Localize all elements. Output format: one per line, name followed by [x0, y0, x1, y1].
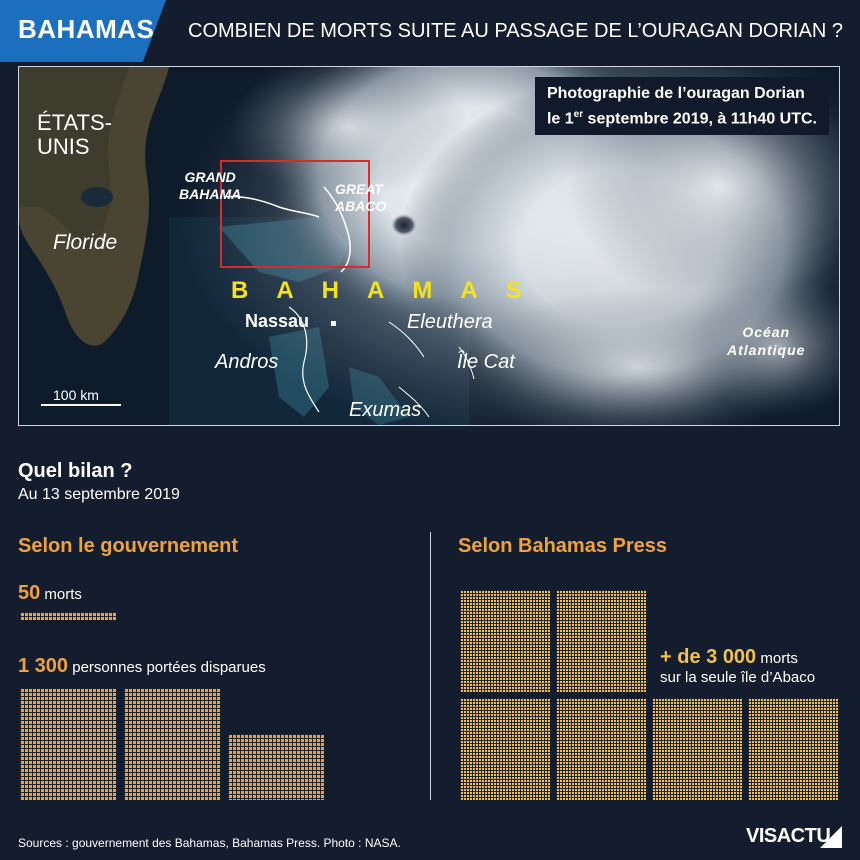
- summary-date: Au 13 septembre 2019: [18, 486, 180, 503]
- label-great-abaco: GREAT ABACO: [335, 181, 387, 214]
- photo-caption-line1: Photographie de l’ouragan Dorian: [546, 85, 805, 102]
- summary-title: Quel bilan ?: [18, 460, 133, 482]
- label-united-states: ÉTATS- UNIS: [37, 110, 112, 159]
- government-deaths-value: 50: [18, 582, 41, 604]
- press-deaths-icons-block-3: [460, 698, 550, 800]
- satellite-map: Photographie de l’ouragan Dorian le 1er …: [18, 66, 840, 426]
- government-missing-icons-block-2: [124, 688, 220, 800]
- zoom-rectangle: [220, 160, 370, 268]
- press-deaths-icons-block-1: [460, 590, 550, 692]
- government-missing: 1 300 personnes portées disparues: [18, 655, 266, 678]
- government-deaths: 50 morts: [18, 582, 82, 605]
- government-missing-label: personnes portées disparues: [72, 659, 266, 676]
- label-exumas: Exumas: [349, 399, 422, 421]
- government-missing-value: 1 300: [18, 655, 69, 677]
- government-heading: Selon le gouvernement: [18, 535, 239, 557]
- government-missing-icons-block-1: [20, 688, 116, 800]
- label-atlantic-ocean: Océan Atlantique: [727, 324, 806, 358]
- press-heading: Selon Bahamas Press: [458, 535, 667, 557]
- label-bahamas: BAHAMAS: [231, 277, 550, 304]
- press-deaths: + de 3 000 morts: [660, 646, 798, 669]
- government-missing-icons-block-3: [228, 734, 324, 800]
- photo-caption-line2: le 1er septembre 2019, à 11h40 UTC.: [546, 109, 817, 128]
- sources-line: Sources : gouvernement des Bahamas, Baha…: [18, 836, 401, 850]
- scale-bar: [41, 404, 121, 406]
- visactu-logo: VISACTU: [746, 825, 831, 847]
- nassau-marker: [331, 321, 336, 326]
- headline: COMBIEN DE MORTS SUITE AU PASSAGE DE L’O…: [188, 20, 843, 42]
- label-ile-cat: Île Cat: [457, 351, 515, 373]
- government-deaths-icons: [20, 612, 116, 620]
- scale-label: 100 km: [53, 387, 99, 403]
- press-deaths-note: sur la seule île d’Abaco: [660, 669, 816, 686]
- press-deaths-icons-block-5: [652, 698, 742, 800]
- label-florida: Floride: [53, 231, 118, 254]
- government-deaths-label: morts: [44, 586, 82, 603]
- photo-caption: Photographie de l’ouragan Dorian le 1er …: [534, 77, 829, 136]
- country-tag: BAHAMAS: [0, 0, 166, 62]
- country-tag-label: BAHAMAS: [18, 14, 155, 44]
- press-deaths-label: morts: [760, 650, 798, 667]
- press-deaths-value: + de 3 000: [660, 646, 757, 668]
- label-andros: Andros: [215, 351, 279, 373]
- header: BAHAMAS COMBIEN DE MORTS SUITE AU PASSAG…: [0, 0, 860, 62]
- press-deaths-icons-block-6: [748, 698, 838, 800]
- label-nassau: Nassau: [245, 311, 310, 331]
- column-divider: [430, 532, 431, 800]
- label-grand-bahama: GRAND BAHAMA: [179, 169, 242, 202]
- label-eleuthera: Eleuthera: [407, 311, 493, 333]
- press-deaths-icons-block-2: [556, 590, 646, 692]
- press-deaths-icons-block-4: [556, 698, 646, 800]
